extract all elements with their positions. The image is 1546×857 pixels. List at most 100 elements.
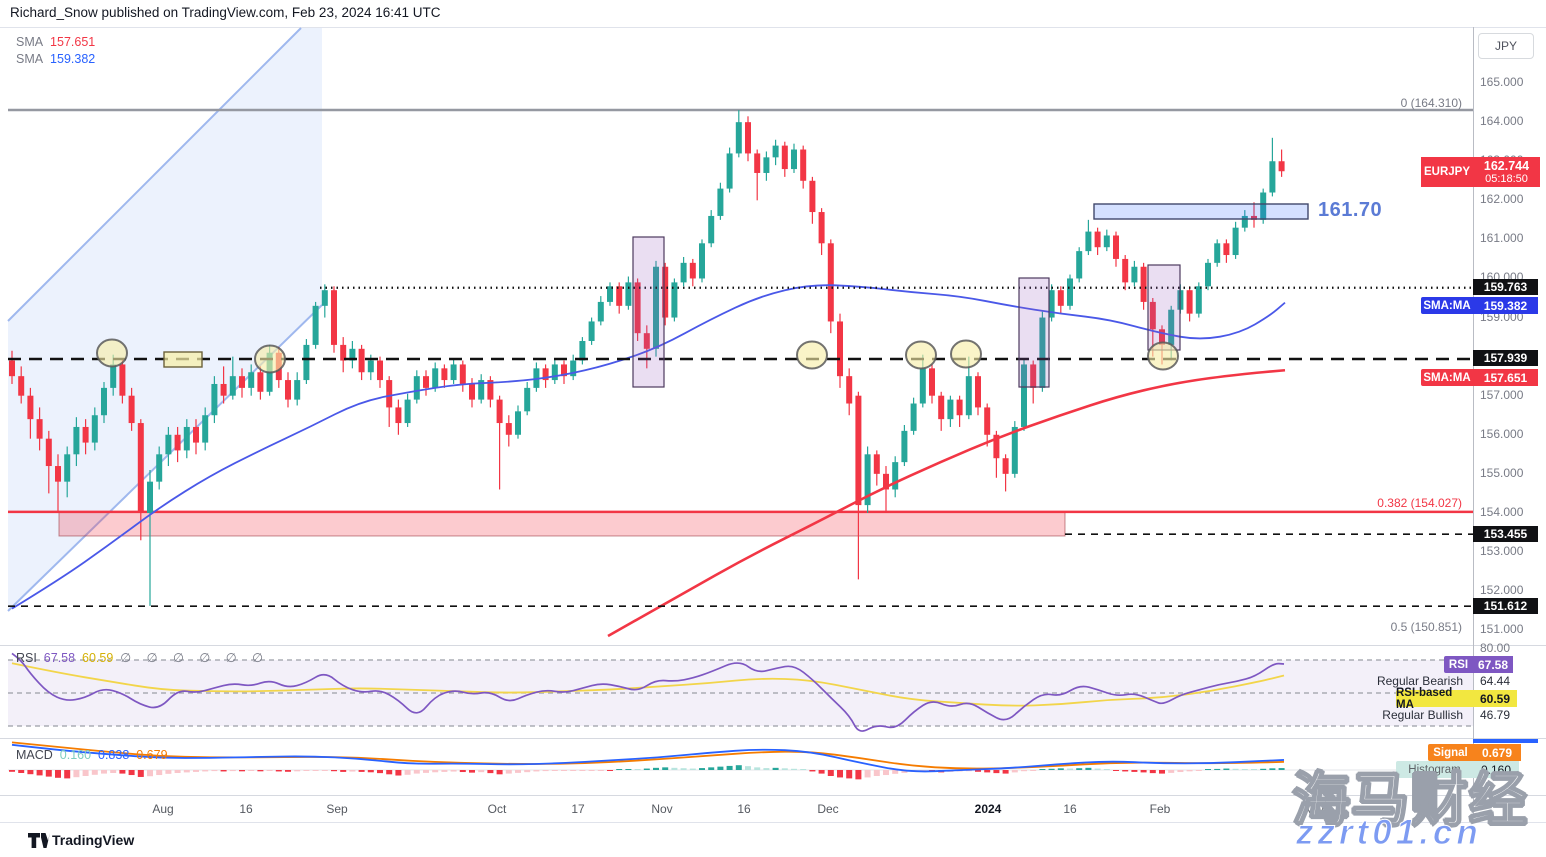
candle-body <box>165 434 172 455</box>
candle-body <box>735 122 742 154</box>
time-axis-label: 2024 <box>974 802 1002 816</box>
macd-histogram-bar <box>1011 770 1018 773</box>
consolidation-box[interactable] <box>1147 264 1181 351</box>
macd-histogram-bar <box>717 766 724 770</box>
candle-body <box>1076 251 1083 279</box>
pane-separator-macd[interactable] <box>0 738 1546 739</box>
macd-histogram-bar <box>781 768 788 770</box>
macd-histogram-bar <box>772 767 779 770</box>
retest-circle[interactable] <box>1147 341 1179 371</box>
macd-histogram-bar <box>377 770 383 774</box>
price-tick: 164.000 <box>1480 114 1524 129</box>
signal-value-chip: 0.679 <box>1473 744 1521 761</box>
candle-body <box>248 372 255 388</box>
sma-slow-label: SMA <box>16 52 44 66</box>
macd-histogram-bar <box>588 770 595 771</box>
candle-body <box>772 145 779 158</box>
legend-sma-fast[interactable]: SMA 157.651 <box>16 35 95 49</box>
consolidation-box[interactable] <box>632 236 665 388</box>
rsi-ma-line[interactable] <box>11 662 1285 707</box>
currency-toggle-button[interactable]: JPY <box>1478 33 1534 59</box>
macd-histogram-bar <box>1251 769 1257 770</box>
macd-histogram-bar <box>349 770 356 772</box>
macd-histogram-bar <box>1269 768 1276 770</box>
legend-rsi[interactable]: RSI 67.58 60.59 ∅ ∅ ∅ ∅ ∅ ∅ <box>16 650 269 665</box>
macd-histogram-bar <box>542 770 549 772</box>
consolidation-box[interactable] <box>1018 277 1050 388</box>
macd-histogram-bar <box>1122 770 1129 772</box>
pane-separator-rsi[interactable] <box>0 645 1546 646</box>
macd-histogram-bar <box>1232 768 1239 770</box>
candle-body <box>791 149 797 170</box>
macd-histogram-bar <box>708 767 715 770</box>
tradingview-logo-icon[interactable] <box>28 833 50 848</box>
macd-histogram-bar <box>1241 769 1248 770</box>
macd-histogram-bar <box>846 770 853 779</box>
publish-byline: Richard_Snow published on TradingView.co… <box>10 5 441 20</box>
macd-histogram-bar <box>257 770 264 772</box>
candle-body <box>993 434 1000 459</box>
time-axis-label: Oct <box>487 802 507 816</box>
macd-histogram-bar <box>202 770 209 772</box>
retest-circle[interactable] <box>254 344 286 374</box>
fib-382-label: 0.382 (154.027) <box>1377 496 1462 510</box>
legend-sma-slow[interactable]: SMA 159.382 <box>16 52 95 66</box>
candle-body <box>1159 329 1165 345</box>
candle-body <box>689 262 696 279</box>
candle-body <box>91 415 98 443</box>
macd-histogram-bar <box>27 770 34 775</box>
macd-signal-line[interactable] <box>11 741 1285 770</box>
candle-body <box>285 380 291 400</box>
candle-body <box>349 348 356 361</box>
candle-body <box>377 360 383 381</box>
macd-histogram-bar <box>809 770 816 772</box>
candle-body <box>892 462 899 490</box>
retest-circle[interactable] <box>950 339 982 369</box>
candle-body <box>984 407 991 435</box>
retest-circle[interactable] <box>905 340 937 370</box>
candle-body <box>1030 364 1037 388</box>
fib-50-label: 0.5 (150.851) <box>1390 620 1462 634</box>
macd-histogram-bar <box>220 770 227 772</box>
candle-body <box>1122 258 1129 283</box>
tradingview-brand-text[interactable]: TradingView <box>52 832 135 848</box>
candle-body <box>331 290 337 345</box>
candle-body <box>404 399 411 424</box>
candle-body <box>432 368 439 388</box>
candle-body <box>781 145 788 170</box>
level-price-badge: 159.763 <box>1473 279 1538 295</box>
sma-ma-value-chip: 159.382 <box>1473 297 1538 314</box>
macd-line[interactable] <box>11 743 1285 773</box>
price-tick: 154.000 <box>1480 504 1524 519</box>
macd-histogram-bar <box>745 766 751 770</box>
candle-body <box>174 434 181 451</box>
macd-histogram-bar <box>643 768 650 770</box>
retest-circle[interactable] <box>96 338 128 368</box>
candle-body <box>128 395 135 424</box>
legend-macd[interactable]: MACD 0.160 0.838 0.679 <box>16 748 168 762</box>
channel-upper-line[interactable] <box>7 27 302 322</box>
rsi-line[interactable] <box>11 652 1285 732</box>
macd-signal-value: 0.679 <box>136 748 168 762</box>
candle-body <box>358 348 365 373</box>
macd-histogram-bar <box>763 768 770 770</box>
macd-histogram-bar <box>165 770 172 774</box>
macd-histogram-bar <box>55 770 61 778</box>
macd-histogram-bar <box>1057 768 1064 770</box>
macd-histogram-bar <box>137 770 144 777</box>
flag-annotation[interactable] <box>163 351 203 368</box>
macd-histogram-bar <box>561 770 567 771</box>
resistance-box[interactable] <box>1093 203 1309 220</box>
candle-body <box>699 243 705 279</box>
macd-histogram-bar <box>671 767 678 770</box>
support-zone-rect[interactable] <box>58 511 1066 537</box>
histogram-chip: Histogram <box>1396 761 1473 778</box>
candle-body <box>202 415 209 443</box>
sma-fast-line[interactable] <box>607 368 1286 638</box>
macd-histogram-bar <box>1168 770 1175 773</box>
retest-circle[interactable] <box>796 340 828 370</box>
candle-body <box>1021 364 1027 427</box>
sma-slow-line[interactable] <box>11 284 1286 610</box>
